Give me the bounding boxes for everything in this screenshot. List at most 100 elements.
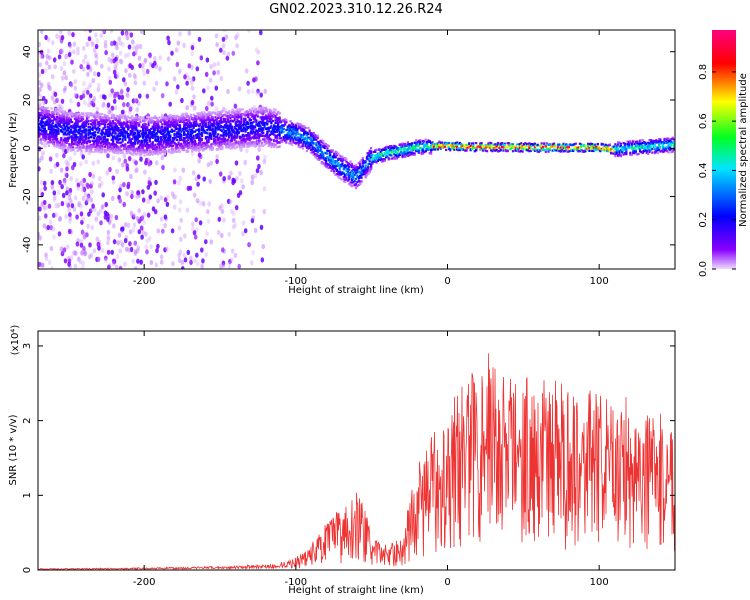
spectrogram-cell bbox=[76, 119, 79, 122]
spectrogram-cell bbox=[173, 123, 176, 127]
spectrogram-cell bbox=[237, 123, 240, 126]
spectrogram-cell bbox=[58, 119, 61, 122]
spectrogram-cell bbox=[206, 135, 209, 139]
spectrogram-cell bbox=[60, 110, 63, 113]
spectrogram-cell bbox=[269, 120, 272, 123]
spectrogram-cell bbox=[68, 187, 73, 194]
spectrogram-cell bbox=[215, 158, 219, 164]
spectrogram-cell bbox=[269, 126, 272, 129]
spectrogram-cell bbox=[273, 111, 276, 114]
spectrogram-cell bbox=[155, 147, 158, 150]
spectrogram-cell bbox=[87, 139, 90, 143]
spectrogram-cell bbox=[359, 171, 362, 174]
spectrogram-cell bbox=[185, 119, 188, 122]
spectrogram-cell bbox=[286, 135, 289, 138]
spectrogram-cell bbox=[296, 141, 299, 144]
spectrogram-cell bbox=[354, 183, 358, 186]
spectrogram-cell bbox=[277, 110, 280, 114]
spectrogram-cell bbox=[46, 114, 49, 117]
spectrogram-cell bbox=[58, 141, 61, 144]
spectrogram-cell bbox=[363, 161, 366, 164]
spectrogram-cell bbox=[87, 123, 90, 126]
spectrogram-cell bbox=[95, 38, 99, 44]
spectrogram-cell bbox=[285, 121, 288, 124]
spectrogram-cell bbox=[82, 177, 86, 183]
spectrogram-cell bbox=[113, 125, 116, 128]
spectrogram-cell bbox=[271, 127, 274, 130]
spectrogram-cell bbox=[190, 151, 195, 157]
spectrogram-cell bbox=[167, 145, 171, 148]
spectrogram-cell bbox=[210, 114, 213, 117]
spectrogram-cell bbox=[264, 116, 268, 119]
spectrogram-cell bbox=[159, 216, 164, 222]
spectrogram-cell bbox=[173, 167, 177, 173]
spectrogram-cell bbox=[309, 144, 313, 147]
spectrogram-cell bbox=[238, 108, 242, 111]
spectrogram-cell bbox=[307, 133, 310, 136]
spectrogram-cell bbox=[110, 126, 113, 130]
spectrogram-cell bbox=[193, 141, 197, 144]
spectrogram-cell bbox=[329, 165, 332, 168]
spectrogram-cell bbox=[81, 195, 86, 202]
spectrogram-cell bbox=[73, 92, 78, 98]
spectrogram-cell bbox=[117, 152, 120, 155]
spectrogram-cell bbox=[143, 123, 146, 126]
spectrogram-cell bbox=[365, 168, 369, 171]
spectrogram-cell bbox=[248, 134, 251, 137]
spectrogram-cell bbox=[71, 115, 74, 118]
spectrogram-cell bbox=[64, 146, 67, 149]
spectrogram-cell bbox=[57, 54, 62, 60]
spectrogram-cell bbox=[297, 122, 300, 125]
spectrogram-cell bbox=[243, 126, 246, 129]
spectrogram-cell bbox=[253, 136, 257, 139]
spectrogram-cell bbox=[75, 121, 78, 124]
spectrogram-cell bbox=[251, 125, 254, 128]
spectrogram-cell bbox=[209, 239, 213, 245]
spectrogram-cell bbox=[124, 147, 127, 150]
spectrogram-cell bbox=[165, 145, 168, 149]
spectrogram-cell bbox=[167, 118, 171, 121]
spectrogram-cell bbox=[250, 218, 255, 224]
spectrogram-cell bbox=[57, 123, 60, 126]
spectrogram-cell bbox=[143, 151, 146, 154]
spectrogram-cell bbox=[244, 141, 247, 144]
spectrogram-cell bbox=[264, 142, 268, 145]
spectrogram-cell bbox=[127, 124, 130, 127]
spectrogram-cell bbox=[232, 115, 235, 118]
spectrogram-cell bbox=[346, 168, 349, 171]
spectrogram-cell bbox=[320, 162, 323, 165]
spectrogram-cell bbox=[181, 116, 184, 119]
spectrogram-cell bbox=[83, 250, 88, 256]
spectrogram-cell bbox=[43, 116, 46, 119]
spectrogram-cell bbox=[62, 177, 67, 183]
spectrogram-cell bbox=[255, 168, 260, 174]
spectrogram-cell bbox=[53, 64, 57, 70]
spectrogram-cell bbox=[237, 131, 240, 135]
spectrogram-cell bbox=[124, 134, 127, 137]
spectrogram-cell bbox=[344, 173, 347, 177]
spectrogram-cell bbox=[44, 252, 48, 258]
spectrogram-cell bbox=[120, 133, 123, 136]
spectrogram-cell bbox=[319, 149, 322, 152]
spectrogram-cell bbox=[356, 166, 359, 169]
spectrogram-cell bbox=[215, 42, 219, 48]
spectrogram-cell bbox=[330, 166, 333, 169]
spectrogram-cell bbox=[141, 197, 146, 203]
spectrogram-cell bbox=[210, 145, 213, 148]
spectrogram-cell bbox=[163, 136, 166, 139]
spectrogram-cell bbox=[140, 234, 144, 240]
spectrogram-cell bbox=[335, 160, 338, 163]
spectrogram-cell bbox=[244, 130, 247, 133]
spectrogram-cell bbox=[270, 145, 273, 148]
spectrogram-cell bbox=[266, 110, 269, 113]
spectrogram-cell bbox=[178, 199, 183, 205]
spectrogram-cell bbox=[99, 119, 102, 122]
spectrogram-cell bbox=[62, 247, 67, 253]
spectrogram-cell bbox=[144, 160, 148, 166]
spectrogram-cell bbox=[293, 128, 296, 131]
spectrogram-cell bbox=[86, 149, 89, 152]
spectrogram-cell bbox=[117, 115, 120, 119]
spectrogram-cell bbox=[44, 98, 48, 105]
spectrogram-cell bbox=[105, 138, 108, 141]
spectrogram-cell bbox=[222, 120, 225, 123]
